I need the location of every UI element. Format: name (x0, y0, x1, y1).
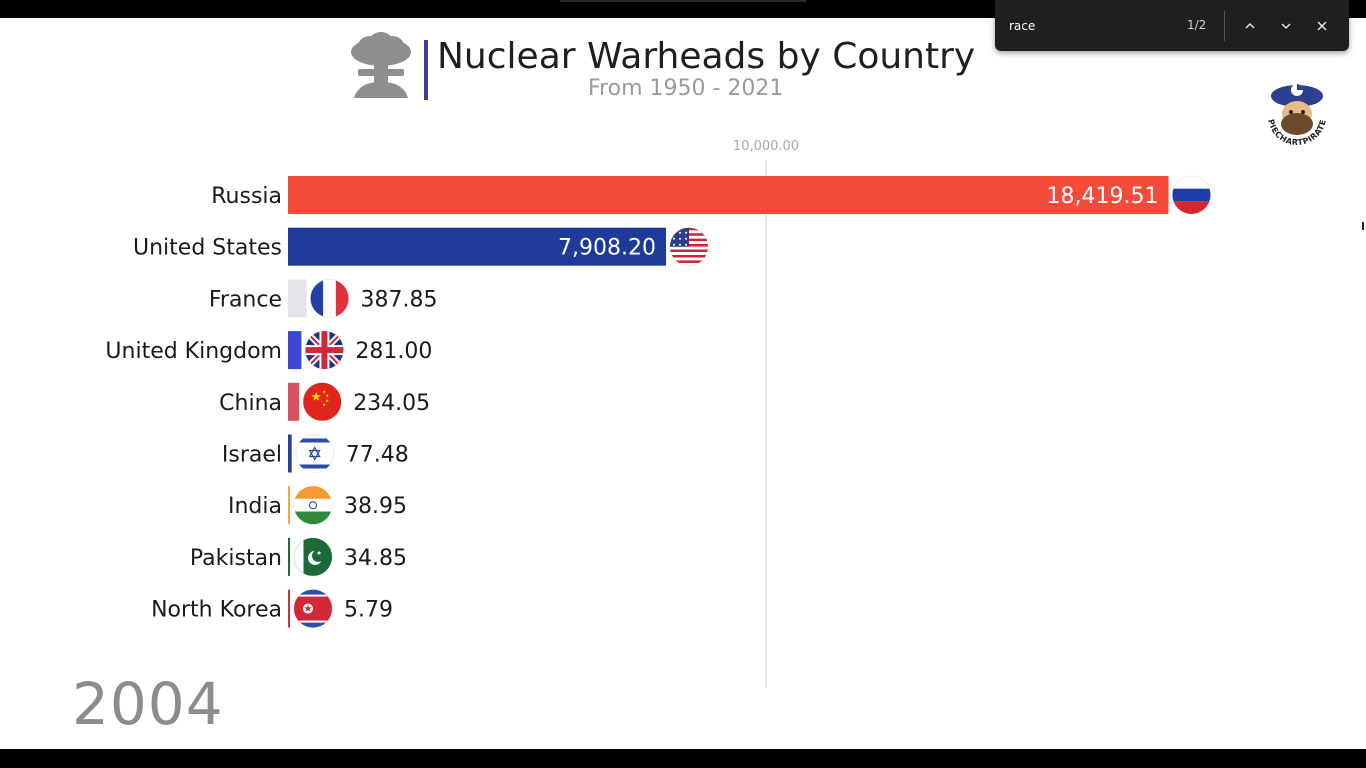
bar-chart: 10,000.00 Russia 18,419.51 United States 7,9… (105, 139, 1211, 688)
category-label: Pakistan (190, 546, 282, 571)
china-flag-icon (302, 382, 342, 422)
category-label: Russia (211, 184, 282, 209)
bar (288, 486, 290, 525)
bar (288, 589, 290, 628)
video-frame: Nuclear Warheads by Country From 1950 - … (0, 18, 1366, 749)
pakistan-flag-icon (293, 537, 333, 577)
year-label: 2004 (72, 670, 224, 738)
united-states-flag-icon (669, 227, 709, 267)
gridline-label: 10,000.00 (733, 139, 799, 154)
category-label: France (209, 287, 282, 312)
bar (288, 227, 666, 266)
close-icon (1317, 21, 1327, 31)
north-korea-flag-icon (293, 589, 333, 629)
chevron-down-icon (1281, 23, 1291, 30)
mouse-cursor-fragment (1362, 222, 1364, 230)
find-match-count: 1/2 (1187, 18, 1207, 32)
find-previous-button[interactable] (1237, 13, 1263, 39)
category-label: Israel (222, 443, 282, 468)
bar (288, 382, 300, 421)
category-label: China (219, 391, 282, 416)
bar (288, 434, 292, 473)
find-next-button[interactable] (1273, 13, 1299, 39)
india-flag-icon (293, 485, 333, 525)
value-label: 7,908.20 (558, 236, 656, 261)
mushroom-cloud-icon (351, 32, 411, 98)
value-label: 77.48 (346, 443, 409, 468)
category-label: United Kingdom (105, 339, 282, 364)
value-label: 18,419.51 (1046, 184, 1158, 209)
category-label: North Korea (151, 598, 282, 623)
find-input[interactable] (1009, 17, 1159, 35)
chart-title: Nuclear Warheads by Country (437, 36, 976, 77)
bar (288, 279, 307, 318)
chart-subtitle: From 1950 - 2021 (588, 76, 784, 101)
united-kingdom-flag-icon (304, 330, 344, 370)
france-flag-icon (310, 278, 350, 318)
value-label: 38.95 (344, 494, 407, 519)
window-bottom-bar (0, 749, 1366, 768)
title-divider (424, 40, 428, 100)
bar (288, 331, 302, 370)
category-label: United States (133, 236, 282, 261)
find-close-button[interactable] (1309, 13, 1335, 39)
bar (288, 537, 290, 576)
find-bar-divider (1224, 11, 1225, 41)
chart-header: Nuclear Warheads by Country From 1950 - … (0, 18, 1366, 118)
bar (288, 176, 1169, 214)
value-label: 5.79 (344, 598, 393, 623)
value-label: 34.85 (344, 546, 407, 571)
window-top-strip (560, 0, 806, 2)
pie-chart-pirate-logo: PIECHARTPIRATE (1261, 77, 1333, 149)
chevron-up-icon (1245, 22, 1255, 29)
category-label: India (228, 494, 282, 519)
israel-flag-icon (295, 434, 335, 473)
russia-flag-icon (1171, 175, 1211, 215)
find-in-page-bar: 1/2 (995, 0, 1349, 51)
value-label: 234.05 (353, 391, 430, 416)
value-label: 281.00 (355, 339, 432, 364)
value-label: 387.85 (361, 287, 438, 312)
